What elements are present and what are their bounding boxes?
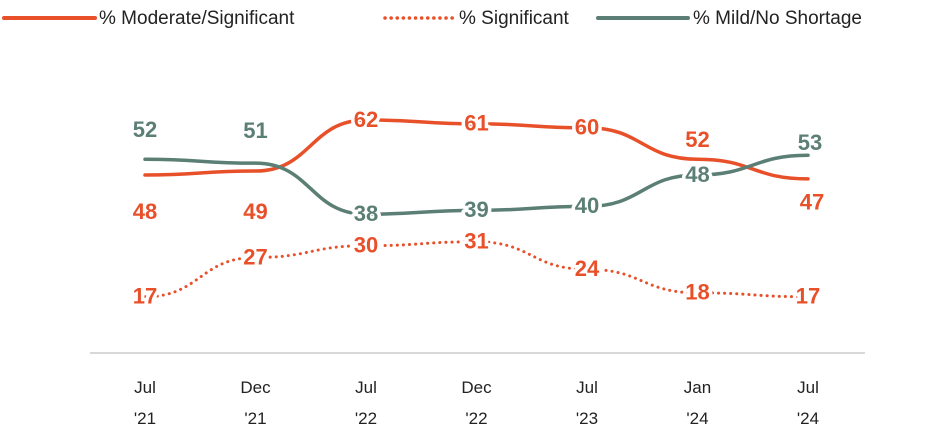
data-label: 49	[243, 199, 267, 224]
data-label: 48	[133, 199, 157, 224]
data-label: 47	[800, 190, 824, 215]
x-tick-label: Jul '23	[575, 378, 599, 426]
data-label: 18	[685, 280, 709, 305]
x-tick-label: Dec '22	[461, 378, 492, 426]
legend-label: % Mild/No Shortage	[693, 8, 862, 29]
legend-label: % Significant	[459, 8, 570, 29]
data-label: 24	[575, 256, 600, 281]
data-label: 40	[575, 193, 599, 218]
series-line	[143, 118, 810, 181]
data-label: 60	[575, 115, 599, 140]
data-label: 38	[354, 201, 378, 226]
x-tick-label: Jul '24	[796, 378, 820, 426]
data-label: 30	[354, 233, 378, 258]
data-label: 31	[464, 229, 488, 254]
data-label: 52	[133, 117, 157, 142]
x-tick-label: Jul '22	[354, 378, 378, 426]
x-tick-label: Dec '21	[240, 378, 271, 426]
legend-label: % Moderate/Significant	[99, 8, 295, 29]
data-label: 17	[133, 284, 157, 309]
data-label: 61	[464, 111, 488, 136]
data-label: 27	[243, 244, 267, 269]
x-tick-label: Jan '24	[683, 378, 712, 426]
data-label: 51	[243, 118, 267, 143]
x-tick-label: Jul '21	[133, 378, 157, 426]
data-label: 48	[685, 162, 709, 187]
data-label: 17	[796, 284, 820, 309]
data-label: 62	[354, 107, 378, 132]
series-line	[143, 240, 810, 299]
series-line	[143, 153, 810, 217]
data-label: 52	[685, 127, 709, 152]
data-label: 53	[798, 130, 822, 155]
data-label: 39	[464, 197, 488, 222]
